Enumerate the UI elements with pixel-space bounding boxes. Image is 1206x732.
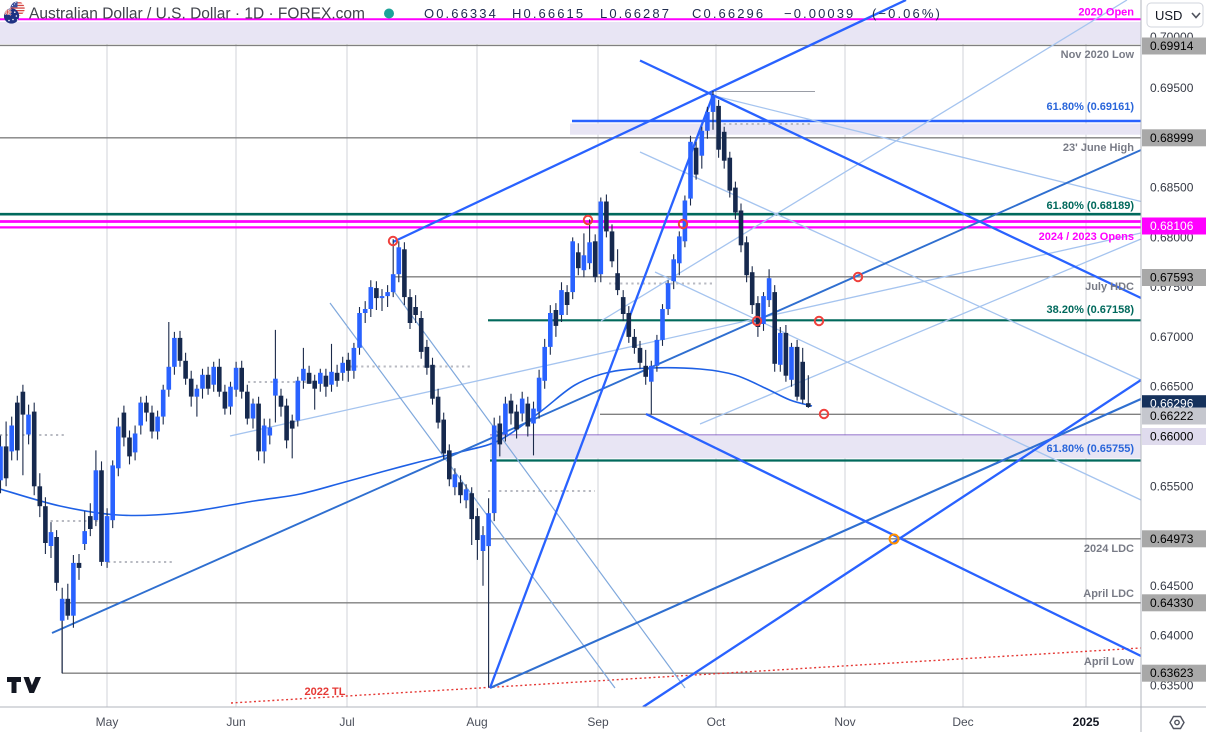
- svg-text:0.63623: 0.63623: [1150, 666, 1194, 680]
- svg-text:61.80% (0.69161): 61.80% (0.69161): [1047, 101, 1135, 113]
- svg-text:0.66500: 0.66500: [1150, 380, 1194, 394]
- svg-text:0.67000: 0.67000: [1150, 330, 1194, 344]
- svg-text:April LDC: April LDC: [1083, 588, 1134, 600]
- svg-text:0.69500: 0.69500: [1150, 81, 1194, 95]
- svg-text:2025: 2025: [1073, 715, 1100, 729]
- svg-text:Oct: Oct: [707, 715, 726, 729]
- svg-text:2024 / 2023 Opens: 2024 / 2023 Opens: [1039, 231, 1134, 243]
- svg-text:Sep: Sep: [587, 715, 609, 729]
- svg-text:38.20% (0.67158): 38.20% (0.67158): [1047, 304, 1135, 316]
- svg-text:0.67593: 0.67593: [1150, 271, 1194, 285]
- svg-text:0.66000: 0.66000: [1150, 430, 1194, 444]
- svg-text:2022 TL: 2022 TL: [305, 686, 346, 698]
- svg-text:Jun: Jun: [226, 715, 245, 729]
- svg-text:23' June High: 23' June High: [1063, 142, 1134, 154]
- svg-text:July HDC: July HDC: [1085, 281, 1134, 293]
- svg-text:0.68500: 0.68500: [1150, 181, 1194, 195]
- svg-text:0.63500: 0.63500: [1150, 678, 1194, 692]
- svg-text:0.68106: 0.68106: [1150, 219, 1194, 233]
- svg-text:0.68999: 0.68999: [1150, 131, 1194, 145]
- svg-text:May: May: [96, 715, 119, 729]
- svg-text:Nov 2020 Low: Nov 2020 Low: [1061, 49, 1135, 61]
- svg-text:Nov: Nov: [834, 715, 855, 729]
- svg-text:Jul: Jul: [339, 715, 354, 729]
- svg-text:0.65500: 0.65500: [1150, 479, 1194, 493]
- svg-text:0.69914: 0.69914: [1150, 39, 1194, 53]
- svg-text:Australian Dollar / U.S. Dolla: Australian Dollar / U.S. Dollar · 1D · F…: [29, 6, 365, 23]
- svg-text:Aug: Aug: [466, 715, 487, 729]
- svg-text:Dec: Dec: [952, 715, 973, 729]
- svg-text:61.80% (0.65755): 61.80% (0.65755): [1047, 443, 1135, 455]
- svg-text:2020 Open: 2020 Open: [1078, 7, 1134, 19]
- svg-text:0.64500: 0.64500: [1150, 579, 1194, 593]
- svg-text:2024 LDC: 2024 LDC: [1084, 543, 1134, 555]
- svg-text:0.66296: 0.66296: [1150, 397, 1194, 411]
- svg-text:April Low: April Low: [1084, 656, 1135, 668]
- svg-text:61.80% (0.68189): 61.80% (0.68189): [1047, 200, 1135, 212]
- svg-text:0.64330: 0.64330: [1150, 596, 1194, 610]
- svg-text:0.64000: 0.64000: [1150, 629, 1194, 643]
- svg-text:0.64973: 0.64973: [1150, 532, 1194, 546]
- svg-text:USD: USD: [1155, 8, 1182, 23]
- svg-text:0.66222: 0.66222: [1150, 409, 1194, 423]
